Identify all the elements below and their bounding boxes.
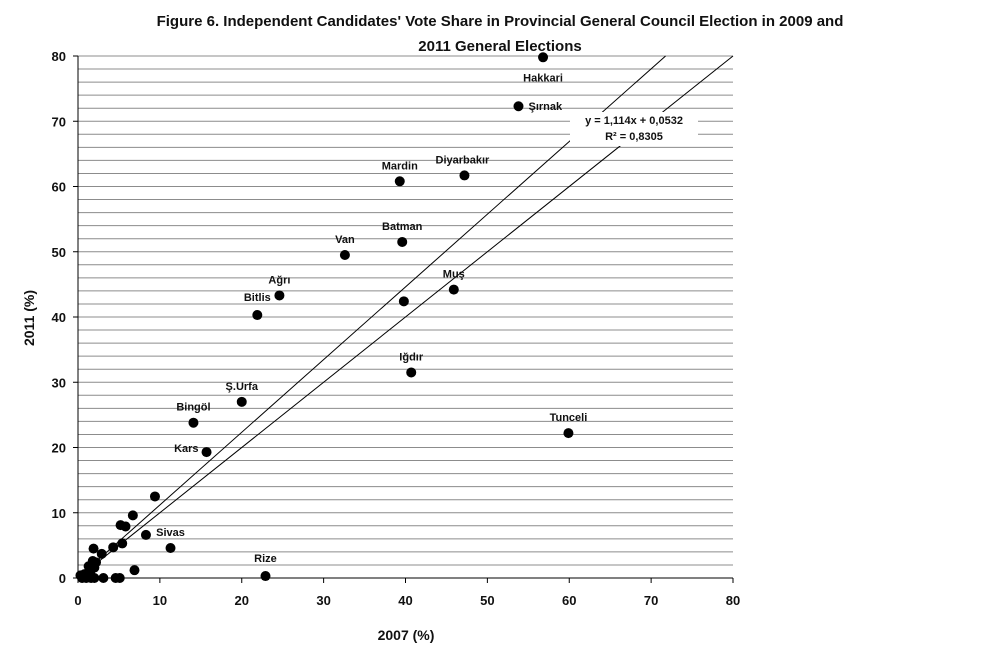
- data-point: [149, 491, 160, 502]
- point-label: Ş.Urfa: [226, 381, 259, 393]
- data-point: [140, 529, 151, 540]
- data-point: [252, 310, 263, 321]
- chart-title-line-1: Figure 6. Independent Candidates' Vote S…: [157, 13, 844, 30]
- y-tick-label: 50: [52, 245, 66, 260]
- trendline-equation: y = 1,114x + 0,0532: [585, 115, 683, 127]
- data-point: [406, 367, 417, 378]
- y-tick-label: 10: [52, 506, 66, 521]
- data-point: [398, 296, 409, 307]
- x-tick-label: 10: [153, 593, 167, 608]
- data-point: [88, 543, 99, 554]
- y-tick-label: 60: [52, 180, 66, 195]
- y-axis-title: 2011 (%): [21, 290, 37, 346]
- point-label: Sivas: [156, 527, 185, 539]
- data-point: [98, 573, 109, 583]
- data-point: [127, 510, 138, 521]
- data-point: [120, 521, 131, 532]
- data-point: [563, 428, 574, 439]
- point-label: Hakkari: [523, 72, 563, 84]
- point-labels: Hakkari Şırnak Diyarbakır Mardin Batman Van Ağ…: [156, 72, 587, 565]
- data-point: [538, 52, 549, 63]
- data-point: [513, 101, 524, 112]
- y-tick-label: 80: [52, 49, 66, 64]
- point-label: Iğdır: [399, 351, 424, 363]
- y-tick-label: 20: [52, 441, 66, 456]
- gridlines: [78, 55, 733, 566]
- data-point: [188, 417, 199, 428]
- x-tick-label: 60: [562, 593, 576, 608]
- data-point: [394, 176, 405, 187]
- point-label: Tunceli: [550, 412, 588, 424]
- data-point: [459, 170, 470, 181]
- x-tick-label: 0: [74, 593, 81, 608]
- point-label: Mardin: [382, 160, 418, 172]
- data-point: [96, 548, 107, 559]
- chart-title-line-2: 2011 General Elections: [418, 38, 581, 55]
- point-label: Şırnak: [528, 101, 563, 113]
- x-tick-label: 50: [480, 593, 494, 608]
- data-point: [448, 284, 459, 295]
- data-point: [165, 542, 176, 553]
- data-point: [89, 573, 100, 583]
- data-points: [75, 52, 574, 583]
- axes: 0 10 20 30 40 50 60 70 80 0 10 20 30 40 50 60 70 80: [52, 49, 741, 608]
- data-point: [117, 538, 128, 549]
- point-label: Bingöl: [176, 402, 210, 414]
- data-point: [108, 542, 119, 553]
- data-point: [397, 236, 408, 247]
- point-label: Kars: [174, 443, 198, 455]
- point-label: Ağrı: [268, 274, 290, 286]
- data-point: [129, 565, 140, 576]
- y-tick-label: 30: [52, 375, 66, 390]
- x-tick-label: 30: [316, 593, 330, 608]
- point-label: Van: [335, 234, 355, 246]
- data-point: [114, 573, 125, 583]
- trendline-r-squared: R² = 0,8305: [605, 131, 663, 143]
- point-label: Muş: [443, 269, 465, 281]
- equation-background: [570, 112, 698, 146]
- x-tick-label: 70: [644, 593, 658, 608]
- data-point: [260, 571, 271, 582]
- point-label: Diyarbakır: [436, 154, 491, 166]
- data-point: [201, 447, 212, 458]
- point-label: Rize: [254, 553, 277, 565]
- point-label: Bitlis: [244, 292, 271, 304]
- linear-trendline: [77, 55, 666, 579]
- trendline-equation-box: y = 1,114x + 0,0532 R² = 0,8305: [570, 112, 698, 146]
- data-point: [339, 250, 350, 261]
- x-tick-label: 80: [726, 593, 740, 608]
- y-tick-label: 40: [52, 310, 66, 325]
- data-point: [236, 396, 247, 407]
- y-tick-label: 0: [59, 571, 66, 586]
- data-point: [274, 290, 285, 301]
- x-tick-label: 20: [235, 593, 249, 608]
- point-label: Batman: [382, 221, 423, 233]
- y-tick-label: 70: [52, 114, 66, 129]
- x-axis-title: 2007 (%): [378, 627, 435, 643]
- x-tick-label: 40: [398, 593, 412, 608]
